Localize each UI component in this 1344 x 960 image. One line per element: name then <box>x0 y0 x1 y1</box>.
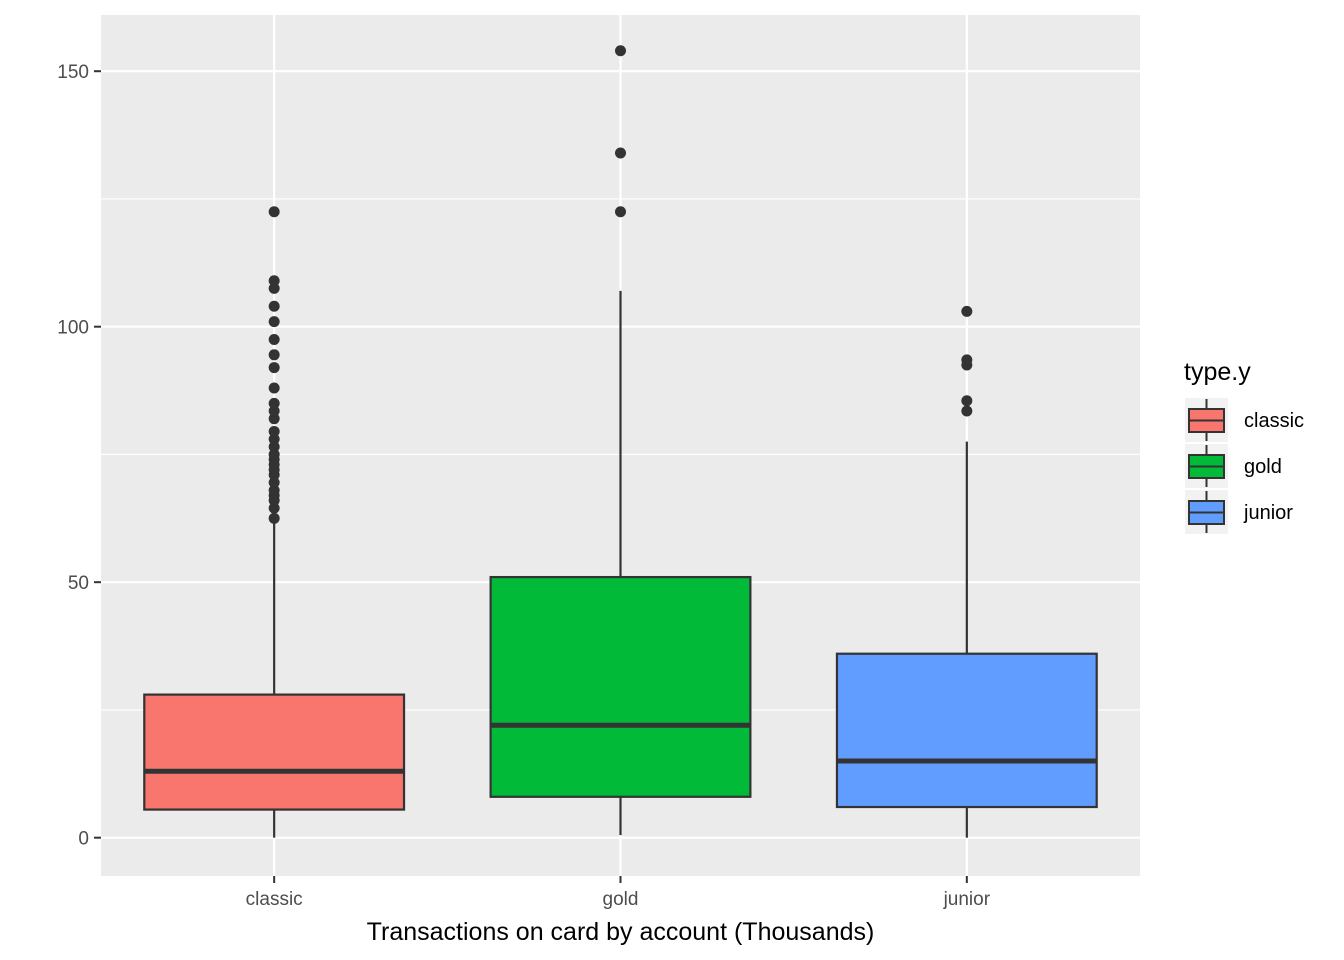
outlier-point <box>268 333 280 345</box>
legend-entry-classic: classic <box>1185 398 1304 442</box>
outlier-point <box>268 349 280 361</box>
y-tick-label: 50 <box>68 573 89 594</box>
outlier-point <box>615 206 626 218</box>
outlier-point <box>961 395 973 407</box>
outlier-point <box>268 433 280 445</box>
x-tick-label: classic <box>246 889 303 910</box>
outlier-point <box>268 206 280 218</box>
box-rect <box>835 652 1098 809</box>
outlier-point <box>268 425 280 437</box>
outlier-point <box>961 305 973 317</box>
x-axis-title: Transactions on card by account (Thousan… <box>367 918 875 946</box>
y-tick-label: 0 <box>78 829 89 850</box>
outlier-point <box>268 448 280 460</box>
outlier-point <box>268 484 280 496</box>
x-tick-label: gold <box>603 889 639 910</box>
legend-entry-junior: junior <box>1185 490 1293 534</box>
outlier-point <box>268 382 280 394</box>
box-classic <box>143 206 406 838</box>
outlier-point <box>268 362 280 374</box>
outlier-point <box>268 316 280 328</box>
outlier-point <box>268 275 280 287</box>
box-rect <box>489 575 752 798</box>
legend-label: junior <box>1243 502 1293 524</box>
box-gold <box>489 45 752 836</box>
outlier-point <box>268 441 280 453</box>
outlier-point <box>268 502 280 514</box>
outlier-point <box>961 354 973 366</box>
legend-title: type.y <box>1184 358 1251 386</box>
outlier-point <box>268 413 280 425</box>
outlier-point <box>268 512 280 524</box>
y-tick-label: 150 <box>57 62 89 83</box>
outlier-point <box>268 477 280 489</box>
outlier-point <box>268 282 280 294</box>
outlier-point <box>268 405 280 417</box>
x-tick-label: junior <box>943 889 991 910</box>
y-axis: 0 50 100 150 <box>57 62 101 850</box>
y-tick-label: 100 <box>57 318 89 339</box>
legend-entry-gold: gold <box>1185 444 1282 488</box>
outlier-point <box>268 397 280 409</box>
legend-label: classic <box>1244 410 1304 432</box>
legend: type.y classic gold junior <box>1184 358 1304 534</box>
outlier-point <box>268 300 280 312</box>
box-junior <box>835 305 1098 838</box>
boxes-layer <box>143 45 1098 838</box>
legend-label: gold <box>1244 456 1282 478</box>
outlier-point <box>615 45 626 57</box>
x-axis: classic gold junior <box>246 876 991 910</box>
box-rect <box>143 693 406 811</box>
outlier-point <box>961 405 973 417</box>
outlier-point <box>615 147 626 159</box>
